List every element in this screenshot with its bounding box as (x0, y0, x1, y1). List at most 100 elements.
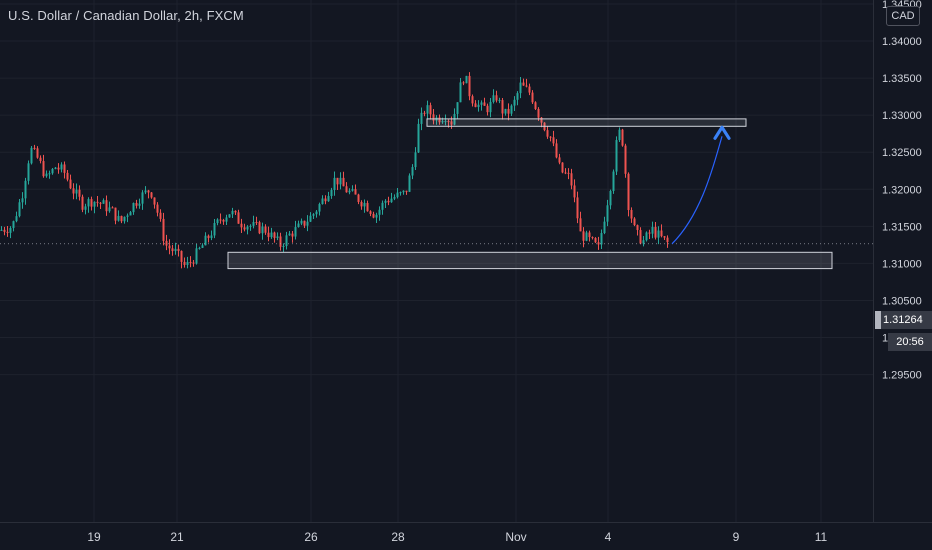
candle (405, 190, 408, 195)
candle (306, 215, 309, 232)
candle (174, 242, 177, 255)
x-tick-label: 28 (391, 530, 405, 544)
candle (0, 226, 3, 231)
candle (312, 213, 315, 219)
support-zone[interactable] (227, 251, 833, 270)
candle (258, 220, 261, 235)
candle (576, 191, 579, 224)
candle (108, 201, 111, 213)
candle (570, 168, 573, 190)
candle (9, 226, 12, 239)
candle (168, 239, 171, 255)
candle (477, 100, 480, 112)
candle (642, 235, 645, 247)
candle (522, 78, 525, 86)
y-tick-label: 1.34000 (882, 36, 922, 48)
candle (276, 232, 279, 241)
x-tick-label: 11 (815, 530, 828, 544)
candle (165, 234, 168, 251)
candle (114, 207, 117, 225)
candle (24, 177, 27, 205)
candle (150, 191, 153, 199)
candle (30, 146, 33, 165)
x-tick-label: 9 (733, 530, 740, 544)
candle (351, 185, 354, 192)
candle (438, 114, 441, 125)
candle (495, 90, 498, 103)
candle (270, 227, 273, 239)
candle (33, 144, 36, 150)
candle (573, 179, 576, 203)
candle (348, 188, 351, 195)
candle (27, 160, 30, 185)
candle (588, 230, 591, 242)
candle (651, 221, 654, 239)
candle (327, 191, 330, 202)
candle (666, 235, 669, 248)
currency-label[interactable]: CAD (886, 6, 920, 26)
candle (135, 199, 138, 209)
candle (555, 139, 558, 159)
candle (102, 198, 105, 204)
candle (189, 256, 192, 268)
candle (228, 214, 231, 218)
candle (48, 170, 51, 179)
candle (126, 213, 129, 223)
candle (564, 168, 567, 175)
candle (6, 226, 9, 237)
candle (594, 237, 597, 244)
candle (138, 198, 141, 209)
projection-arrow (671, 125, 731, 245)
candle (201, 243, 204, 249)
candle (549, 136, 552, 142)
candle (66, 169, 69, 182)
candle (243, 223, 246, 232)
candle (426, 100, 429, 120)
y-tick-label: 1.29500 (882, 370, 922, 382)
candle (507, 103, 510, 121)
candle (432, 109, 435, 125)
candle (120, 215, 123, 224)
candle (51, 168, 54, 175)
candle (609, 189, 612, 210)
candle (567, 168, 570, 180)
candle (297, 220, 300, 228)
candle (393, 194, 396, 201)
candle (111, 206, 114, 209)
candle (60, 162, 63, 173)
candle (615, 136, 618, 176)
projection-curve[interactable] (671, 136, 723, 245)
candle (546, 126, 549, 139)
candle (501, 97, 504, 120)
candle (123, 216, 126, 224)
candle (36, 146, 39, 159)
candle (234, 210, 237, 216)
candle (45, 170, 48, 178)
candle (621, 128, 624, 147)
candle (459, 78, 462, 103)
candle (186, 256, 189, 269)
candle (474, 100, 477, 108)
candle (294, 220, 297, 240)
candle (408, 173, 411, 193)
x-tick-label: 19 (87, 530, 101, 544)
x-axis: 19 21 26 28 Nov 4 9 11 (87, 530, 827, 544)
resistance-zone[interactable] (426, 118, 747, 127)
candle (603, 216, 606, 235)
candle (231, 207, 234, 218)
candle (525, 78, 528, 88)
candle (183, 257, 186, 268)
current-price-badge: 1.31264 (875, 311, 932, 329)
candle (222, 218, 225, 225)
candle (309, 212, 312, 223)
candle (471, 94, 474, 107)
candle (105, 195, 108, 216)
candle (366, 200, 369, 212)
candle (591, 236, 594, 240)
candle (75, 183, 78, 200)
candle (663, 236, 666, 240)
candle (54, 167, 57, 170)
candle (612, 169, 615, 194)
candle (141, 190, 144, 210)
